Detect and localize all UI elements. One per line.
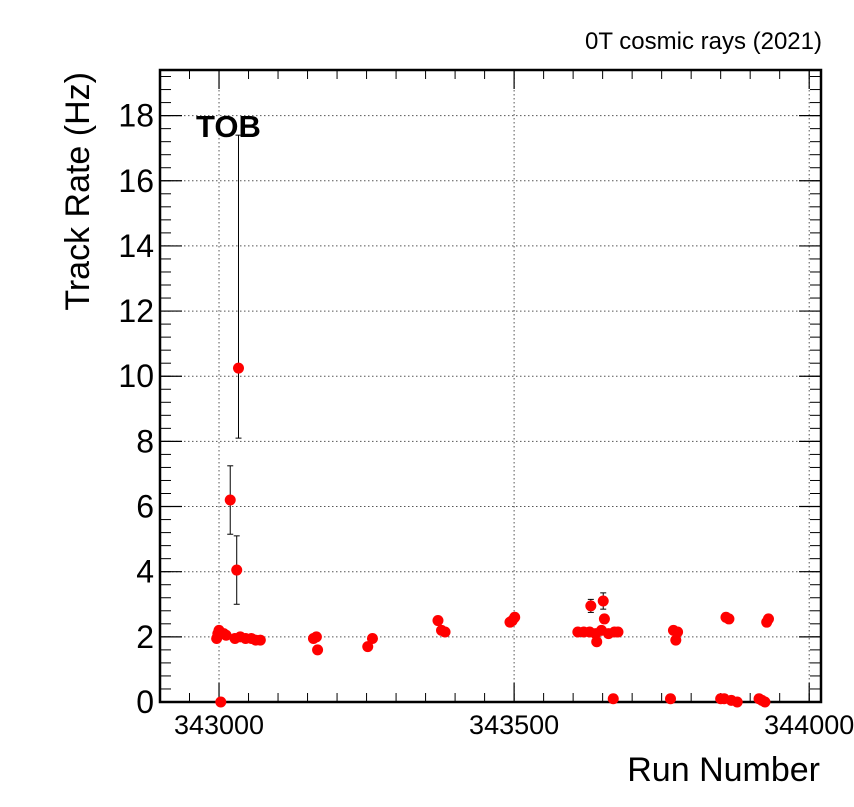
grid-lines <box>160 70 821 702</box>
data-point <box>723 613 735 625</box>
data-point <box>312 644 324 656</box>
data-point <box>310 631 322 643</box>
axis-ticks <box>159 70 821 703</box>
data-point <box>585 600 597 612</box>
data-point <box>598 613 610 625</box>
y-tick-label: 10 <box>118 358 154 394</box>
x-tick-label: 343000 <box>174 710 264 740</box>
y-tick-label: 6 <box>136 489 154 525</box>
data-point <box>759 696 771 708</box>
data-point <box>215 696 227 708</box>
data-point <box>731 696 743 708</box>
data-point <box>432 615 444 627</box>
x-tick-label: 343500 <box>469 710 559 740</box>
x-axis-title: Run Number <box>627 751 820 789</box>
data-point <box>591 636 603 648</box>
data-point <box>224 494 236 506</box>
detector-label-annotation: TOB <box>196 109 261 144</box>
y-tick-label: 4 <box>136 554 154 590</box>
data-point <box>366 632 378 644</box>
data-point <box>362 641 374 653</box>
y-tick-label: 12 <box>118 293 154 329</box>
data-series <box>211 134 774 708</box>
data-point <box>607 693 619 705</box>
y-tick-label: 0 <box>136 684 154 720</box>
data-point <box>672 626 684 638</box>
data-point <box>231 564 243 576</box>
data-point <box>509 611 521 623</box>
y-tick-label: 2 <box>136 619 154 655</box>
y-tick-label: 16 <box>118 163 154 199</box>
data-point <box>232 362 244 374</box>
y-tick-label: 18 <box>118 98 154 134</box>
data-point <box>762 613 774 625</box>
y-tick-label: 14 <box>118 228 154 264</box>
data-point <box>612 626 624 638</box>
data-point <box>439 626 451 638</box>
data-point <box>254 634 266 646</box>
data-point <box>665 693 677 705</box>
y-axis-title: Track Rate (Hz) <box>59 72 97 311</box>
data-point <box>220 629 232 641</box>
plot-frame <box>158 68 823 704</box>
y-tick-label: 8 <box>136 423 154 459</box>
tick-labels: 0 2 4 6 8 10 12 14 16 18 343000 343500 344000 <box>118 98 854 740</box>
data-point <box>597 595 609 607</box>
chart-title: 0T cosmic rays (2021) <box>585 28 822 55</box>
x-tick-label: 344000 <box>764 710 854 740</box>
